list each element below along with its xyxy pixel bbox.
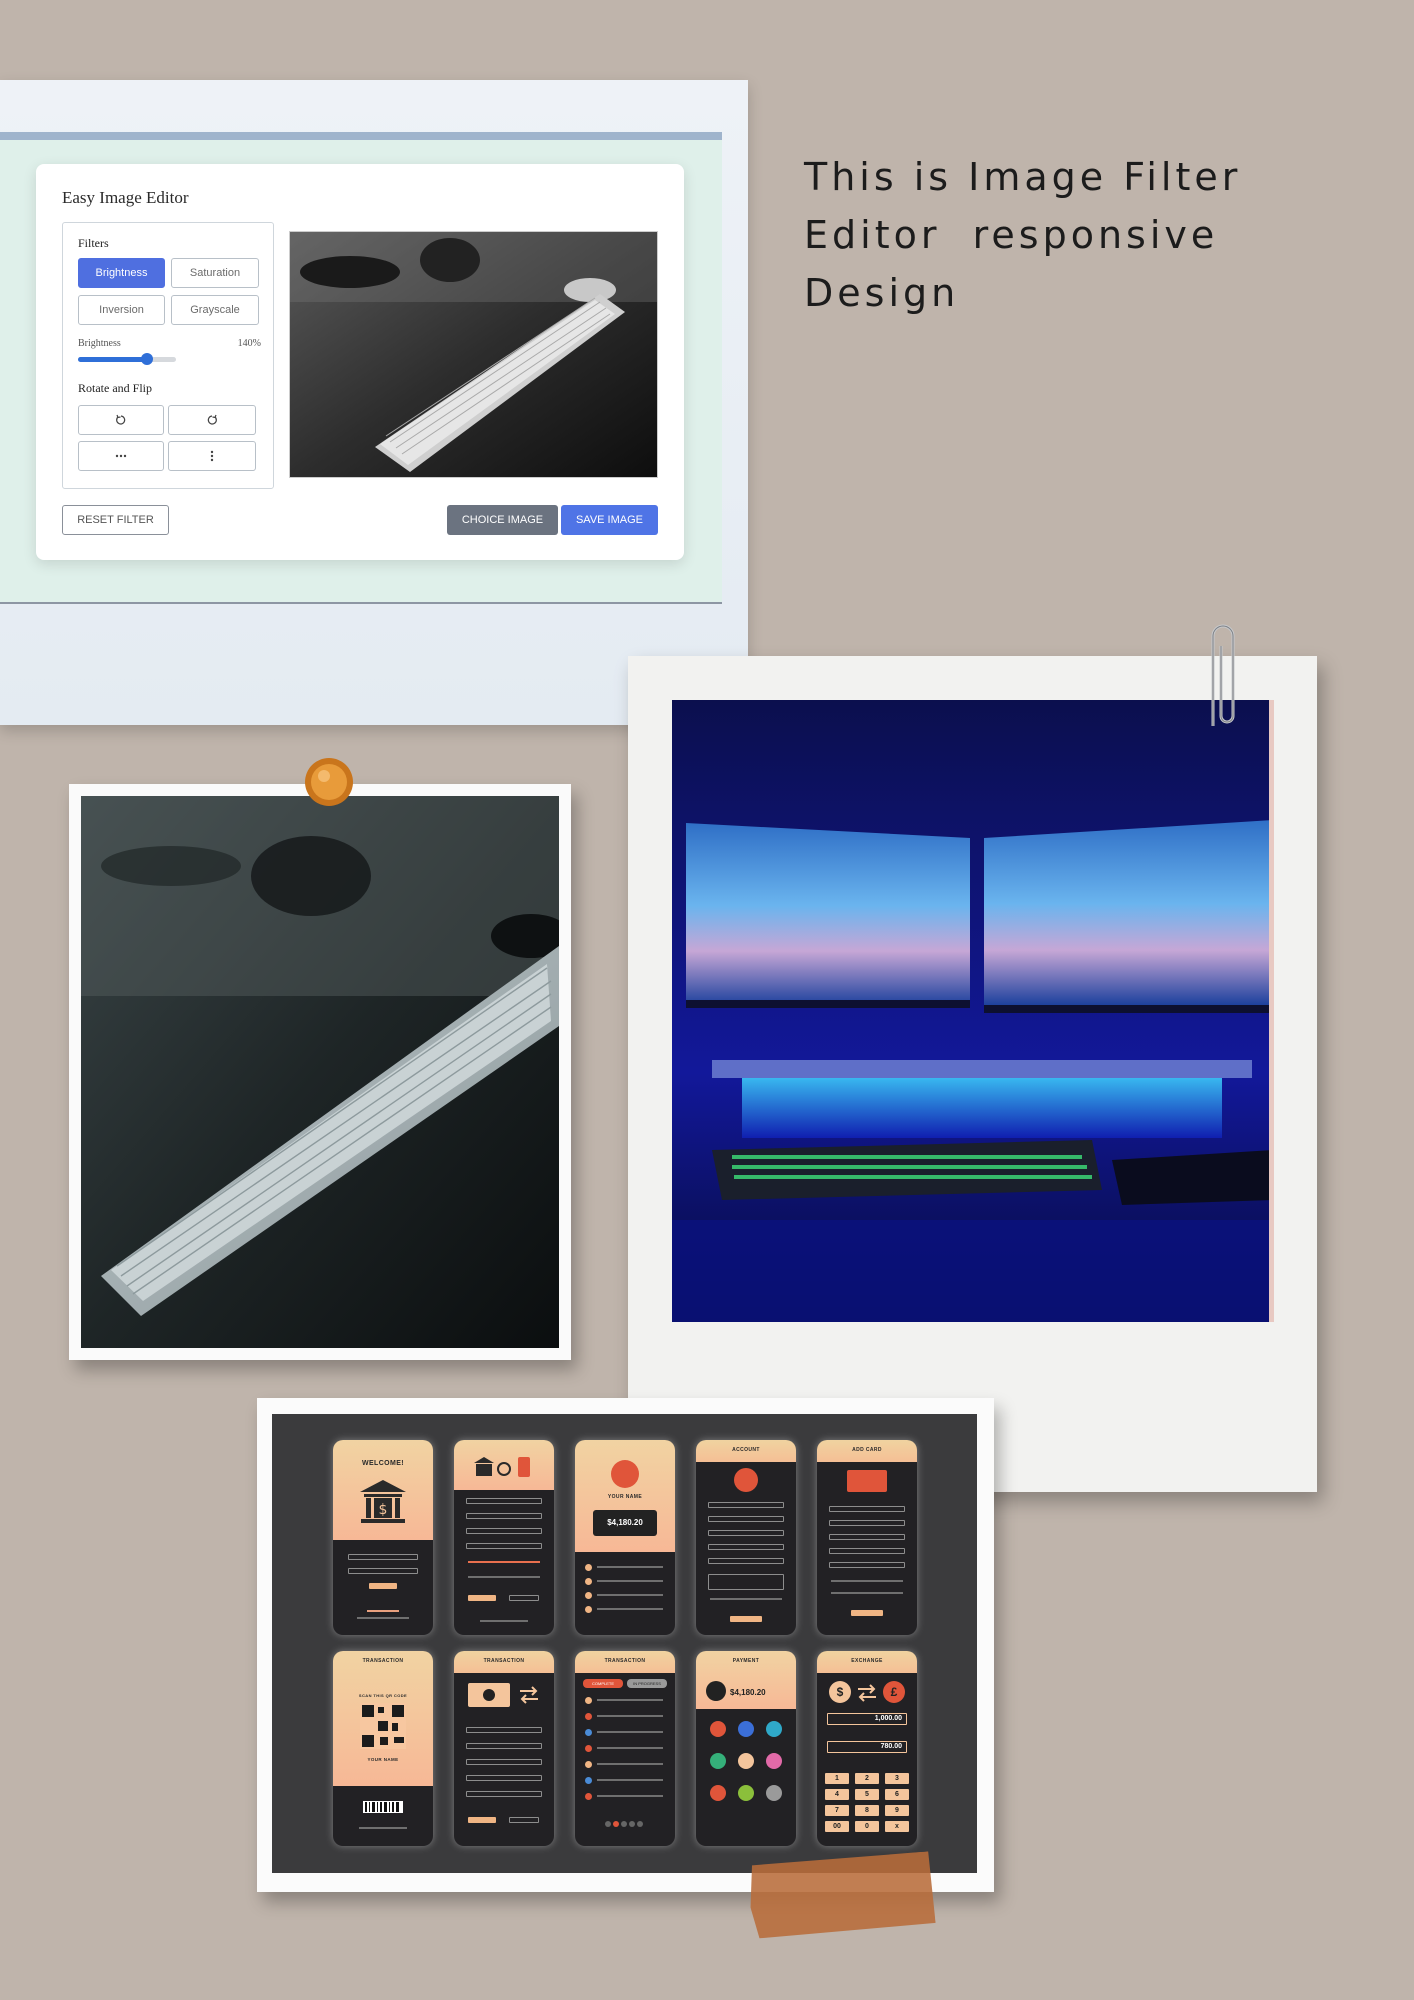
polaroid-photo (628, 656, 1317, 1492)
reset-filter-button[interactable]: RESET FILTER (62, 505, 169, 535)
flip-horizontal-icon (115, 454, 127, 458)
welcome-title: WELCOME! (361, 1460, 405, 1467)
qr-code-icon (360, 1703, 406, 1749)
rotate-heading: Rotate and Flip (78, 381, 152, 395)
exchange-arrows-icon (520, 1686, 538, 1704)
account-title: ACCOUNT (732, 1447, 760, 1453)
phone-exchange: EXCHANGE $ £ 1,000.00 780.00 1 2 3 4 5 6… (817, 1651, 917, 1846)
phone-history: TRANSACTION COMPLETE IN PROGRESS (575, 1651, 675, 1846)
dollar-icon: $ (829, 1681, 851, 1703)
bank-and-phone-icon (474, 1457, 530, 1477)
headline-line-2: Editor responsive (804, 213, 1219, 257)
key-1[interactable]: 1 (825, 1773, 849, 1784)
gaming-setup-photo (672, 700, 1274, 1322)
editor-screenshot: Easy Image Editor Filters Brightness Sat… (0, 80, 748, 725)
editor-card: Easy Image Editor Filters Brightness Sat… (36, 164, 684, 560)
phone-payment: PAYMENT $4,180.20 (696, 1651, 796, 1846)
add-card-title: ADD CARD (852, 1447, 882, 1453)
rotate-right-button[interactable] (168, 405, 256, 435)
qr-name: YOUR NAME (367, 1757, 399, 1762)
key-x[interactable]: x (885, 1821, 909, 1832)
mobile-board-background: WELCOME! $ (272, 1414, 977, 1873)
key-6[interactable]: 6 (885, 1789, 909, 1800)
payment-balance: $4,180.20 (730, 1688, 766, 1697)
payment-title: PAYMENT (732, 1658, 760, 1664)
tab-complete[interactable]: COMPLETE (583, 1679, 623, 1688)
brightness-slider[interactable] (78, 353, 176, 365)
filter-inversion-button[interactable]: Inversion (78, 295, 165, 325)
phone-profile: YOUR NAME $4,180.20 (575, 1440, 675, 1635)
headline: This is Image Filter Editor responsive D… (804, 148, 1324, 322)
key-7[interactable]: 7 (825, 1805, 849, 1816)
amount-to: 780.00 (880, 1743, 902, 1750)
bank-icon: $ (360, 1480, 406, 1523)
filter-saturation-button[interactable]: Saturation (171, 258, 259, 288)
masking-tape (748, 1851, 936, 1939)
phone-register (454, 1440, 554, 1635)
paper-clip-icon (1211, 624, 1235, 726)
transfer-title: TRANSACTION (483, 1658, 525, 1664)
avatar (706, 1681, 726, 1701)
key-3[interactable]: 3 (885, 1773, 909, 1784)
qr-subtitle: SCAN THIS QR CODE (358, 1693, 408, 1698)
amount-from: 1,000.00 (874, 1715, 902, 1722)
banknote-icon (468, 1683, 510, 1707)
rotate-left-button[interactable] (78, 405, 164, 435)
editor-title: Easy Image Editor (62, 188, 189, 207)
key-9[interactable]: 9 (885, 1805, 909, 1816)
profile-balance: $4,180.20 (607, 1518, 643, 1527)
headline-line-1: This is Image Filter (804, 155, 1242, 199)
pagination[interactable] (605, 1821, 645, 1827)
phone-transfer: TRANSACTION (454, 1651, 554, 1846)
top-band (0, 132, 722, 140)
filter-panel: Filters Brightness Saturation Inversion … (62, 222, 274, 489)
save-image-button[interactable]: SAVE IMAGE (561, 505, 658, 535)
divider (0, 602, 722, 604)
key-8[interactable]: 8 (855, 1805, 879, 1816)
phone-account: ACCOUNT (696, 1440, 796, 1635)
credit-card (847, 1470, 887, 1492)
filter-grayscale-button[interactable]: Grayscale (171, 295, 259, 325)
headline-line-3: Design (804, 271, 960, 315)
key-00[interactable]: 00 (825, 1821, 849, 1832)
key-5[interactable]: 5 (855, 1789, 879, 1800)
slider-label: Brightness (78, 338, 121, 349)
push-pin-icon (305, 758, 353, 806)
svg-text:$: $ (379, 1502, 388, 1518)
flip-horizontal-button[interactable] (78, 441, 164, 471)
choice-image-button[interactable]: CHOICE IMAGE (447, 505, 558, 535)
keyboard-photo-grayscale (290, 232, 657, 477)
slider-fill (78, 357, 147, 362)
avatar (734, 1468, 758, 1492)
flip-vertical-button[interactable] (168, 441, 256, 471)
pinned-photo (69, 784, 571, 1360)
keyboard-photo-color (81, 796, 559, 1348)
filter-brightness-button[interactable]: Brightness (78, 258, 165, 288)
key-4[interactable]: 4 (825, 1789, 849, 1800)
exchange-title: EXCHANGE (851, 1658, 883, 1664)
flip-vertical-icon (210, 450, 214, 462)
slider-value: 140% (237, 338, 261, 349)
key-0[interactable]: 0 (855, 1821, 879, 1832)
profile-name: YOUR NAME (607, 1494, 643, 1500)
gaming-setup-image (672, 700, 1269, 1322)
filters-heading: Filters (78, 236, 109, 250)
pound-icon: £ (883, 1681, 905, 1703)
slider-knob[interactable] (140, 353, 153, 365)
keyboard-photo (81, 796, 559, 1348)
qr-screen-title: TRANSACTION (362, 1658, 404, 1664)
history-title: TRANSACTION (604, 1658, 646, 1664)
preview-image (289, 231, 658, 478)
tab-in-progress[interactable]: IN PROGRESS (627, 1679, 667, 1688)
rotate-right-icon (207, 414, 217, 425)
avatar (611, 1460, 639, 1488)
rotate-left-icon (116, 414, 126, 425)
phone-qr: TRANSACTION SCAN THIS QR CODE YOUR NAME (333, 1651, 433, 1846)
barcode-icon (363, 1801, 403, 1813)
key-2[interactable]: 2 (855, 1773, 879, 1784)
exchange-arrows-icon (858, 1684, 876, 1702)
phone-add-card: ADD CARD (817, 1440, 917, 1635)
mobile-design-board: WELCOME! $ (257, 1398, 994, 1892)
phone-welcome: WELCOME! $ (333, 1440, 433, 1635)
